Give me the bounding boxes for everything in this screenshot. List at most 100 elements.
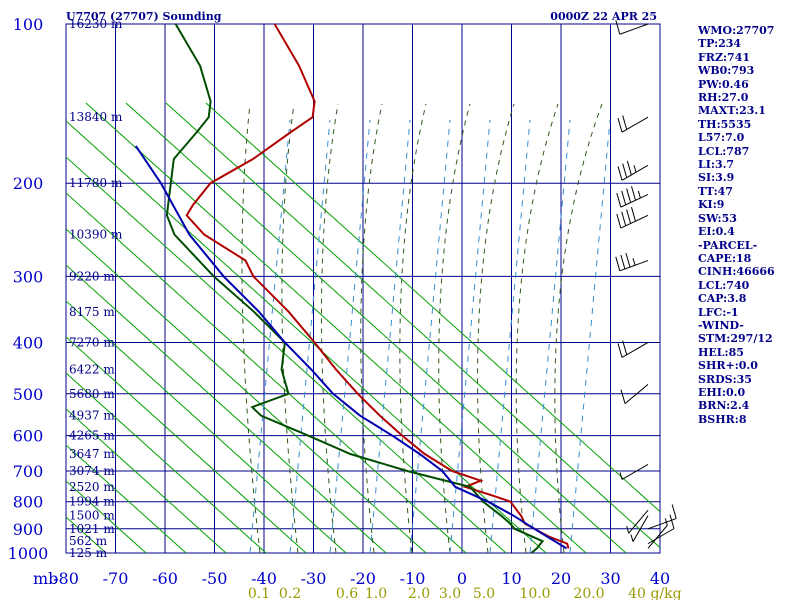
height-label: 562 m xyxy=(69,534,108,548)
dry-adiabat xyxy=(66,372,267,553)
wind-barb xyxy=(617,340,649,358)
pressure-tick-label: 900 xyxy=(13,520,44,539)
chart-title: U7707 (27707) Sounding xyxy=(66,10,222,23)
height-label: 9220 m xyxy=(69,269,115,283)
wind-barb xyxy=(615,252,649,272)
dry-adiabat xyxy=(66,552,67,553)
wind-barb xyxy=(619,463,649,480)
temperature-tick-label: -70 xyxy=(103,569,129,588)
temperature-tick-label: 20 xyxy=(551,569,571,588)
index-line: CAP:3.8 xyxy=(698,292,747,306)
temperature-line xyxy=(185,24,570,549)
temperature-tick-label: -80 xyxy=(53,569,79,588)
parcel-line xyxy=(134,145,568,550)
wind-barb xyxy=(616,186,649,208)
wind-barb xyxy=(620,383,649,405)
moist-adiabat xyxy=(477,103,515,553)
mixing-ratio-label: 10.0 xyxy=(519,586,550,600)
wind-barb xyxy=(626,509,649,534)
mixing-ratio-label: 0.6 xyxy=(336,586,358,600)
pressure-tick-label: 700 xyxy=(13,462,44,481)
moist-adiabat xyxy=(281,103,299,553)
height-label: 4937 m xyxy=(69,409,115,423)
height-label: 1994 m xyxy=(69,495,115,509)
pressure-unit-label: mb xyxy=(33,569,58,588)
index-line: WMO:27707 xyxy=(698,24,775,37)
mixing-ratio-label: 1.0 xyxy=(365,586,387,600)
height-label: 8175 m xyxy=(69,305,115,319)
mixing-ratio-line xyxy=(449,119,491,553)
dry-adiabat xyxy=(66,408,227,553)
mixing-ratio-label: g/kg xyxy=(650,586,681,600)
height-label: 16230 m xyxy=(69,17,123,31)
sounding-series xyxy=(134,24,570,553)
pressure-tick-label: 500 xyxy=(13,385,44,404)
mixing-ratio-label: 5.0 xyxy=(473,586,495,600)
index-line: TH:5535 xyxy=(698,117,752,131)
index-line: TT:47 xyxy=(698,184,733,198)
index-line: HEL:85 xyxy=(698,345,744,359)
moist-adiabat xyxy=(438,103,471,553)
dry-adiabat xyxy=(0,103,26,553)
dry-adiabat xyxy=(66,156,507,553)
temperature-tick-label: -60 xyxy=(152,569,178,588)
temperature-tick-label: 30 xyxy=(600,569,620,588)
pressure-tick-label: 600 xyxy=(13,427,44,446)
index-line: L57:7.0 xyxy=(698,131,745,145)
index-line: LCL:740 xyxy=(698,278,750,292)
index-line: TP:234 xyxy=(698,37,742,51)
pressure-tick-label: 1000 xyxy=(8,544,49,563)
index-line: MAXT:23.1 xyxy=(698,104,766,118)
wind-barb xyxy=(615,20,649,35)
temperature-tick-label: -20 xyxy=(350,569,376,588)
index-line: FRZ:741 xyxy=(698,50,751,64)
index-line: EI:0.4 xyxy=(698,225,735,239)
wind-barb xyxy=(647,514,675,545)
dry-adiabat xyxy=(66,228,427,553)
wind-barb xyxy=(617,160,649,181)
height-label: 1500 m xyxy=(69,509,115,523)
index-line: SHR+:0.0 xyxy=(698,359,758,373)
dry-adiabat xyxy=(66,444,187,553)
index-line: CINH:46666 xyxy=(698,265,775,279)
pressure-tick-label: 300 xyxy=(13,267,44,286)
index-line: LI:3.7 xyxy=(698,158,735,172)
moist-adiabat xyxy=(554,103,603,553)
moist-adiabat xyxy=(241,103,261,553)
mixing-ratio-line xyxy=(249,119,291,553)
index-line: LFC:-1 xyxy=(698,305,739,319)
index-line: KI:9 xyxy=(698,198,725,212)
temperature-tick-label: -10 xyxy=(400,569,426,588)
height-label: 2520 m xyxy=(69,480,115,494)
mixing-ratio-label: 20.0 xyxy=(573,586,604,600)
height-label: 11780 m xyxy=(69,176,123,190)
moist-adiabat xyxy=(399,103,427,553)
indices-panel: WMO:27707 TP:234 FRZ:741 WB0:793 PW:0.46 RH:2… xyxy=(698,24,798,426)
wind-barb xyxy=(616,207,649,229)
height-label: 4265 m xyxy=(69,429,115,443)
moist-adiabat xyxy=(321,103,339,553)
dry-adiabat xyxy=(165,102,660,549)
height-label: 10390 m xyxy=(69,228,123,242)
height-label: 125 m xyxy=(69,546,108,560)
pressure-tick-label: 400 xyxy=(13,333,44,352)
index-line: SW:53 xyxy=(698,211,737,225)
mixing-ratio-line xyxy=(409,119,451,553)
mixing-ratio-label: 3.0 xyxy=(439,586,461,600)
height-label: 1021 m xyxy=(69,522,115,536)
height-label: 6422 m xyxy=(69,363,115,377)
chart-date: 0000Z 22 APR 25 xyxy=(550,10,657,23)
mixing-ratio-label: 0.2 xyxy=(279,586,301,600)
wind-barb xyxy=(617,115,649,133)
wind-barb xyxy=(647,518,668,549)
dry-adiabat xyxy=(66,192,467,553)
dry-adiabat xyxy=(66,264,387,553)
mixing-ratio-line xyxy=(329,119,371,553)
index-line: WB0:793 xyxy=(698,64,755,78)
plot-border xyxy=(65,23,661,554)
dry-adiabat xyxy=(66,120,547,553)
wind-barb xyxy=(630,515,649,542)
